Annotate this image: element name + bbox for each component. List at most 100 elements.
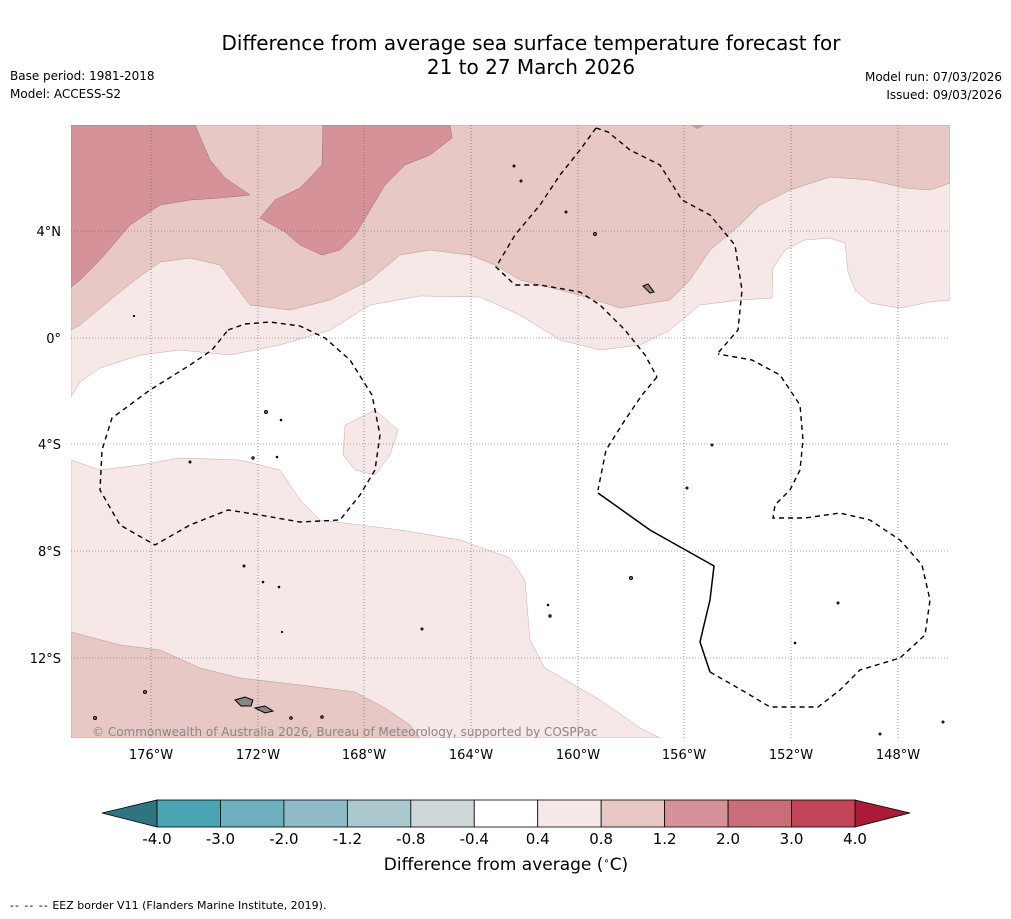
anomaly-region-0.4-0.8-south [71,457,661,738]
lat-label: 4°S [38,438,61,453]
island-dot [941,720,945,724]
island-dot [251,456,255,460]
copyright-notice: © Commonwealth of Australia 2026, Bureau… [92,725,597,739]
base-period: Base period: 1981-2018 [10,69,155,83]
island-samoa-upolu [253,705,275,714]
colorbar-tick-label: -0.8 [396,830,425,848]
island-dot [132,314,136,318]
eez-footnote: -- -- -- EEZ border V11 (Flanders Marine… [10,899,326,912]
eez-footnote-text: EEZ border V11 (Flanders Marine Institut… [52,899,327,912]
colorbar-tick-label: -4.0 [142,830,171,848]
model-name: Model: ACCESS-S2 [10,87,122,101]
island-dot [420,627,424,631]
island-dot [836,601,840,605]
colorbar-segment [664,799,729,828]
lat-label: 8°S [38,545,61,560]
lon-label: 172°W [236,748,280,763]
graticule [71,125,950,738]
island-dot [320,715,324,719]
island-dot [519,179,523,183]
island-kiribati [642,283,655,294]
island-dot [261,580,265,584]
colorbar-segment [537,799,602,828]
lon-label: 152°W [769,748,813,763]
colorbar-tick-label: 0.4 [526,830,550,848]
meta-right: Model run: 07/03/2026 Issued: 09/03/2026 [865,68,1002,104]
lon-label: 168°W [342,748,386,763]
longitude-labels: 176°W 172°W 168°W 164°W 160°W 156°W 152°… [129,748,920,763]
lon-label: 148°W [876,748,920,763]
colorbar: -4.0 -3.0 -2.0 -1.2 -0.8 -0.4 0.4 0.8 1.2 2.0 3.0 4… [101,799,911,848]
anomaly-region-0.8-1.2-south [71,631,421,738]
island-samoa-savaii [234,696,254,707]
colorbar-segment [473,799,539,828]
island-dot [710,443,714,447]
island-dot [277,585,281,589]
map-title: Difference from average sea surface temp… [0,31,1011,79]
colorbar-segments [156,799,856,828]
island-dot [512,164,516,168]
eez-border-solid [597,492,715,673]
island-dot [143,690,147,694]
island-dot [878,732,882,736]
island-dot [685,486,689,490]
title-line-2: 21 to 27 March 2026 [426,55,636,79]
colorbar-segment [600,799,666,828]
island-dot [629,576,633,580]
anomaly-region-0.4-0.8-central [342,409,399,476]
anomaly-region-0.8-1.2-north [71,125,950,331]
island-dot [279,418,283,422]
colorbar-tick-label: -1.2 [333,830,362,848]
island-dot [546,603,550,607]
colorbar-low-extend [101,799,158,828]
lat-label: 0° [46,332,61,347]
lon-label: 176°W [129,748,173,763]
colorbar-high-extend [854,799,911,828]
colorbar-label: Difference from average (∘C) [0,855,1011,875]
island-dot [264,410,268,414]
issued-date: Issued: 09/03/2026 [886,88,1002,102]
island-dot [593,232,597,236]
colorbar-tick-label: 1.2 [653,830,677,848]
latitude-labels: 4°N 0° 4°S 8°S 12°S [30,225,61,667]
colorbar-segment [220,799,285,828]
lon-label: 160°W [556,748,600,763]
eez-borders [99,127,931,708]
map-plot-area: © Commonwealth of Australia 2026, Bureau… [71,125,950,739]
anomaly-region-1.2-2.0-center [259,125,453,256]
colorbar-segment [727,799,792,828]
anomaly-region-1.2-2.0-west [71,125,251,288]
colorbar-tick-label: -0.4 [460,830,489,848]
title-line-1: Difference from average sea surface temp… [221,31,841,55]
island-dot [793,641,797,645]
island-dot [275,455,279,459]
colorbar-segment [410,799,475,828]
colorbar-tick-label: 3.0 [780,830,804,848]
island-dot [188,460,192,464]
colorbar-label-text: Difference from average ( [383,855,604,875]
eez-dash-legend: -- -- -- [10,899,49,912]
colorbar-tick-label: 2.0 [716,830,740,848]
island-dot [280,630,284,634]
colorbar-segment [283,799,348,828]
lat-label: 12°S [30,652,61,667]
meta-left: Base period: 1981-2018 Model: ACCESS-S2 [10,67,155,103]
colorbar-label-unit: C) [609,855,629,875]
island-dot [242,564,246,568]
colorbar-segment [156,799,221,828]
island-dot [564,210,568,214]
lon-label: 164°W [449,748,493,763]
colorbar-segment [346,799,412,828]
colorbar-segment [791,799,856,828]
colorbar-tick-label: 0.8 [589,830,613,848]
colorbar-tick-label: -2.0 [269,830,298,848]
eez-border-west [99,321,381,546]
model-run: Model run: 07/03/2026 [864,70,1002,84]
eez-border-central [595,127,931,708]
islands [93,164,945,736]
colorbar-ticks: -4.0 -3.0 -2.0 -1.2 -0.8 -0.4 0.4 0.8 1.2 2.0 3.0 4… [142,830,867,848]
colorbar-tick-label: -3.0 [206,830,235,848]
lat-label: 4°N [37,225,62,240]
island-dot [548,614,552,618]
